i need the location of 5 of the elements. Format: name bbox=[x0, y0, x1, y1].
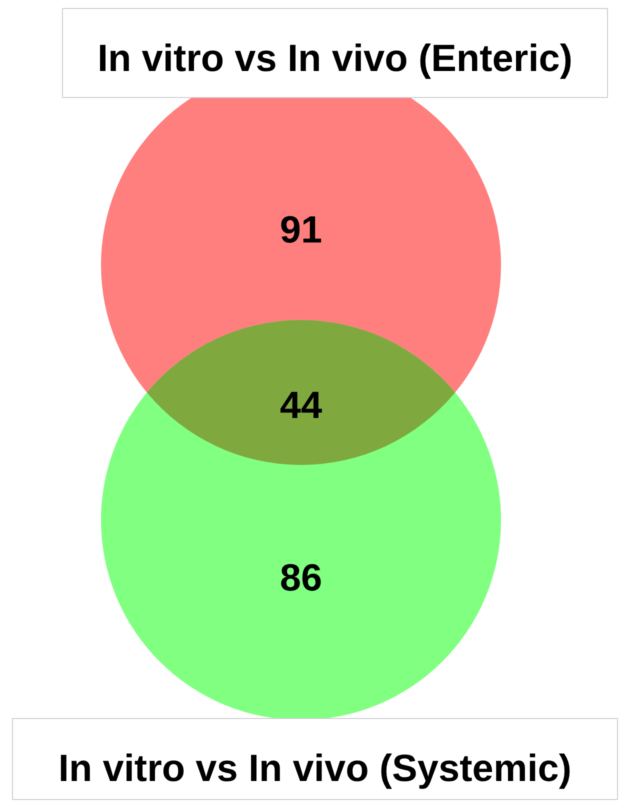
text: In vitro vs In vivo (Enteric) bbox=[62, 8, 608, 98]
text: In vitro vs In vivo (Systemic) bbox=[12, 718, 618, 800]
data-label: 91 bbox=[280, 209, 322, 252]
data-label: 44 bbox=[280, 384, 322, 427]
data-label: 86 bbox=[280, 557, 322, 600]
